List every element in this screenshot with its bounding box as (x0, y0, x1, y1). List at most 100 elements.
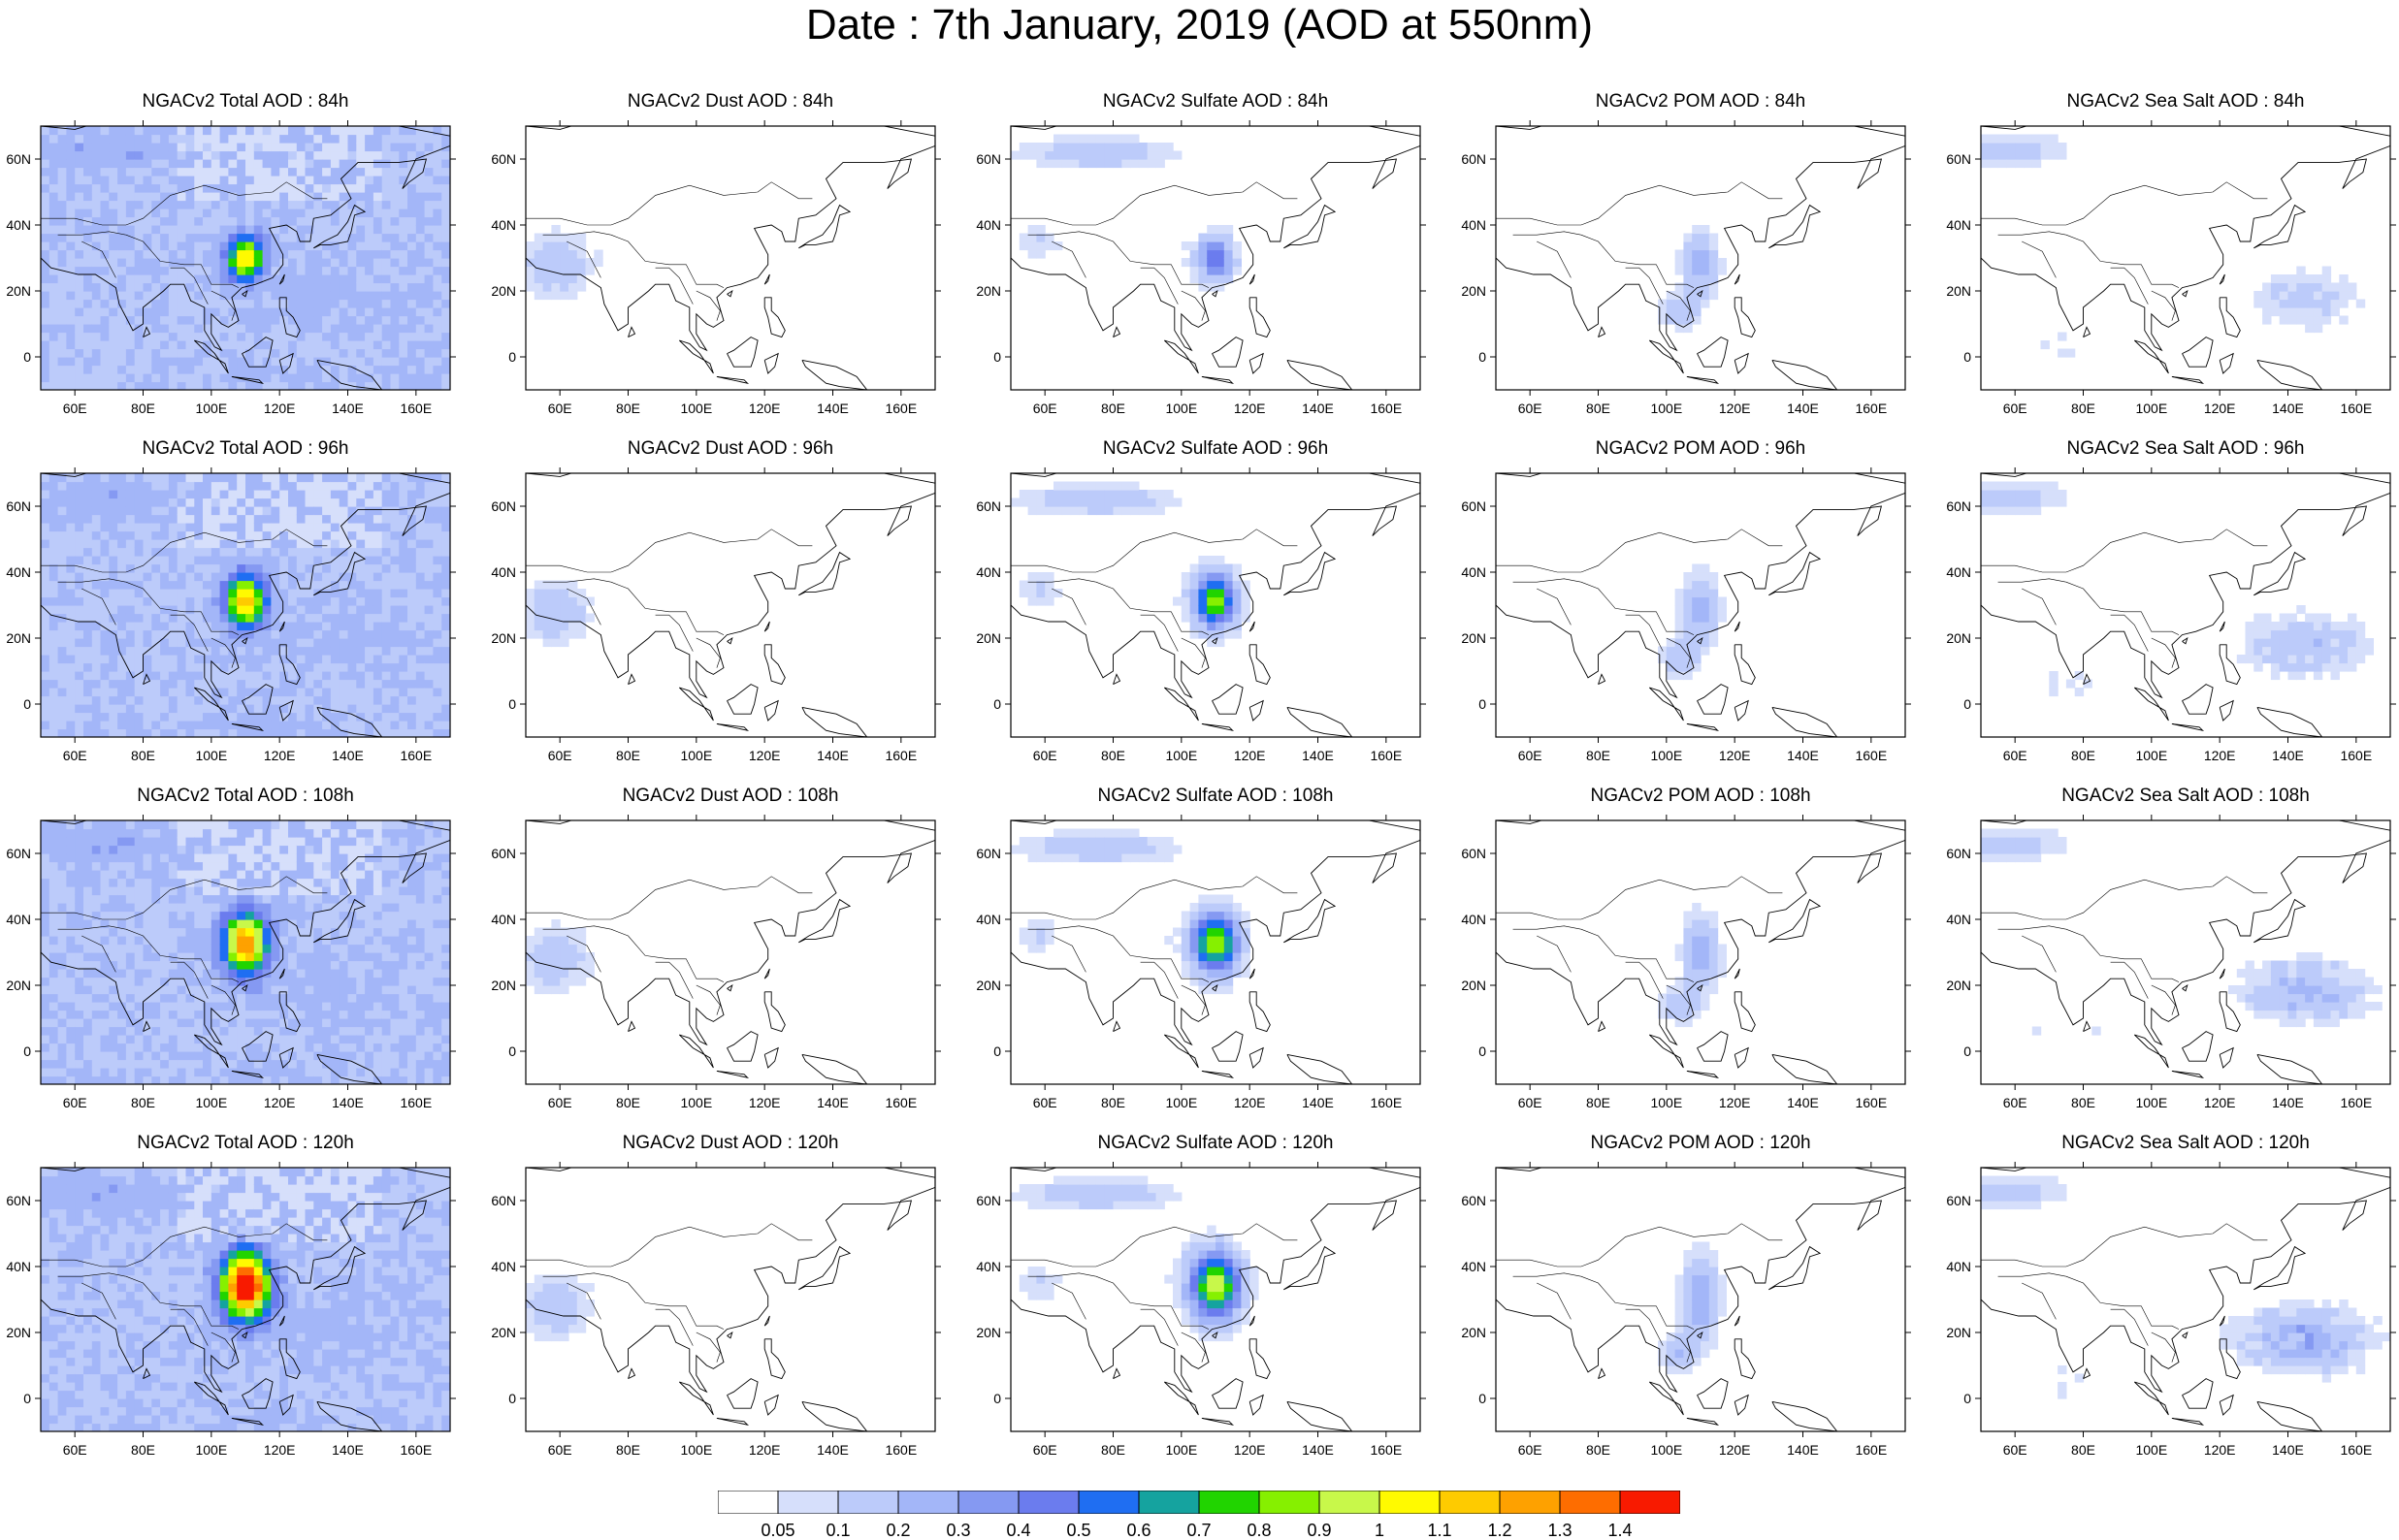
lon-tick-label: 140E (2272, 1095, 2304, 1110)
panel-title-dust-108h: NGACv2 Dust AOD : 108h (622, 786, 839, 806)
map-panel-pom-120h: 60E 80E 100E 120E 140E 160E 60N 40N 20N 0 (1461, 1162, 1911, 1458)
lon-tick-label: 80E (616, 401, 640, 416)
lon-tick-label: 160E (2340, 1442, 2372, 1458)
colorbar (717, 1490, 1681, 1515)
lat-tick-label: 0 (508, 1043, 516, 1059)
lat-tick-label: 0 (993, 1391, 1001, 1406)
map-panel-sulfate-96h: 60E 80E 100E 120E 140E 160E 60N 40N 20N 0 (976, 467, 1426, 763)
map-frame (40, 819, 451, 1085)
lat-tick-label: 0 (1478, 696, 1486, 712)
lon-tick-label: 100E (1165, 401, 1197, 416)
lat-tick-label: 20N (1461, 978, 1486, 993)
coastlines (1981, 1168, 2390, 1431)
lon-tick-label: 140E (332, 1095, 364, 1110)
lon-tick-label: 120E (2204, 401, 2236, 416)
lat-tick-label: 60N (1461, 846, 1486, 861)
lat-tick-label: 20N (6, 978, 31, 993)
lat-tick-label: 60N (1946, 1193, 1971, 1208)
lat-tick-label: 40N (1461, 912, 1486, 927)
coastlines (1496, 820, 1905, 1084)
lat-tick-label: 60N (976, 498, 1001, 514)
lon-tick-label: 100E (2135, 1095, 2167, 1110)
lat-tick-label: 60N (6, 1193, 31, 1208)
colorbar-swatch (1499, 1490, 1561, 1515)
colorbar-label: 1.1 (1427, 1521, 1452, 1540)
panel-title-total-96h: NGACv2 Total AOD : 96h (142, 438, 349, 459)
lon-tick-label: 100E (195, 1095, 227, 1110)
coastlines (41, 820, 450, 1084)
lat-tick-label: 60N (1946, 151, 1971, 167)
lon-tick-label: 120E (749, 748, 781, 763)
lon-tick-label: 160E (1855, 1442, 1887, 1458)
lat-tick-label: 60N (1946, 846, 1971, 861)
lon-tick-label: 140E (332, 748, 364, 763)
lon-tick-label: 140E (332, 401, 364, 416)
lon-tick-label: 140E (1787, 748, 1819, 763)
lat-tick-label: 20N (491, 630, 516, 646)
map-panel-dust-120h: 60E 80E 100E 120E 140E 160E 60N 40N 20N 0 (491, 1162, 941, 1458)
panel-title-sulfate-96h: NGACv2 Sulfate AOD : 96h (1102, 438, 1329, 459)
lon-tick-label: 60E (1518, 401, 1542, 416)
map-panel-total-96h: 60E 80E 100E 120E 140E 160E 60N 40N 20N 0 (6, 467, 456, 763)
panel-title-sea-salt-108h: NGACv2 Sea Salt AOD : 108h (2061, 786, 2310, 806)
lon-tick-label: 160E (1855, 401, 1887, 416)
colorbar-label: 0.8 (1247, 1521, 1272, 1540)
lon-tick-label: 100E (680, 748, 712, 763)
colorbar-swatch (717, 1490, 779, 1515)
lon-tick-label: 60E (1518, 1442, 1542, 1458)
lat-tick-label: 40N (6, 564, 31, 580)
lat-tick-label: 0 (23, 696, 31, 712)
panel-title-total-108h: NGACv2 Total AOD : 108h (137, 786, 354, 806)
colorbar-label: 0.9 (1307, 1521, 1332, 1540)
lon-tick-label: 100E (680, 1095, 712, 1110)
map-frame (1495, 125, 1906, 391)
lon-tick-label: 60E (63, 1095, 87, 1110)
coastlines (1981, 126, 2390, 390)
colorbar-label: 0.1 (826, 1521, 851, 1540)
lat-tick-label: 0 (1963, 349, 1971, 365)
lon-tick-label: 100E (1650, 1095, 1682, 1110)
lon-tick-label: 140E (1302, 748, 1334, 763)
map-frame (40, 125, 451, 391)
lat-tick-label: 60N (491, 151, 516, 167)
colorbar-label: 0.3 (946, 1521, 971, 1540)
panel-title-pom-84h: NGACv2 POM AOD : 84h (1595, 91, 1806, 112)
lon-tick-label: 160E (885, 1442, 917, 1458)
lon-tick-label: 160E (1370, 401, 1402, 416)
colorbar-label: 1 (1374, 1521, 1385, 1540)
aod-field (1981, 828, 2383, 1036)
colorbar-swatch (1258, 1490, 1320, 1515)
lon-tick-label: 100E (2135, 748, 2167, 763)
panel-title-sea-salt-120h: NGACv2 Sea Salt AOD : 120h (2061, 1133, 2310, 1153)
lat-tick-label: 40N (1946, 912, 1971, 927)
lat-tick-label: 60N (6, 151, 31, 167)
lat-tick-label: 20N (1461, 630, 1486, 646)
lon-tick-label: 160E (1370, 1442, 1402, 1458)
panel-title-sea-salt-96h: NGACv2 Sea Salt AOD : 96h (2066, 438, 2305, 459)
map-frame (1495, 472, 1906, 738)
lon-tick-label: 80E (2071, 748, 2095, 763)
aod-field (1981, 481, 2374, 697)
lon-tick-label: 140E (1302, 1095, 1334, 1110)
lon-tick-label: 100E (1165, 1442, 1197, 1458)
coastlines (526, 473, 935, 737)
map-panel-pom-84h: 60E 80E 100E 120E 140E 160E 60N 40N 20N 0 (1461, 120, 1911, 416)
lon-tick-label: 60E (63, 401, 87, 416)
lon-tick-label: 160E (400, 1442, 432, 1458)
map-panel-total-84h: 60E 80E 100E 120E 140E 160E 60N 40N 20N 0 (6, 120, 456, 416)
lat-tick-label: 0 (1963, 1043, 1971, 1059)
lat-tick-label: 20N (976, 978, 1001, 993)
coastlines (1981, 473, 2390, 737)
map-frame (1010, 1167, 1421, 1432)
lon-tick-label: 140E (1787, 401, 1819, 416)
lon-tick-label: 120E (749, 1442, 781, 1458)
lat-tick-label: 20N (1946, 1325, 1971, 1340)
coastlines (526, 1168, 935, 1431)
aod-field (526, 225, 603, 301)
lon-tick-label: 120E (1719, 1095, 1751, 1110)
lon-tick-label: 60E (1033, 1442, 1057, 1458)
lon-tick-label: 100E (1165, 1095, 1197, 1110)
lon-tick-label: 60E (2003, 401, 2027, 416)
lon-tick-label: 120E (1234, 748, 1266, 763)
lon-tick-label: 120E (2204, 1095, 2236, 1110)
